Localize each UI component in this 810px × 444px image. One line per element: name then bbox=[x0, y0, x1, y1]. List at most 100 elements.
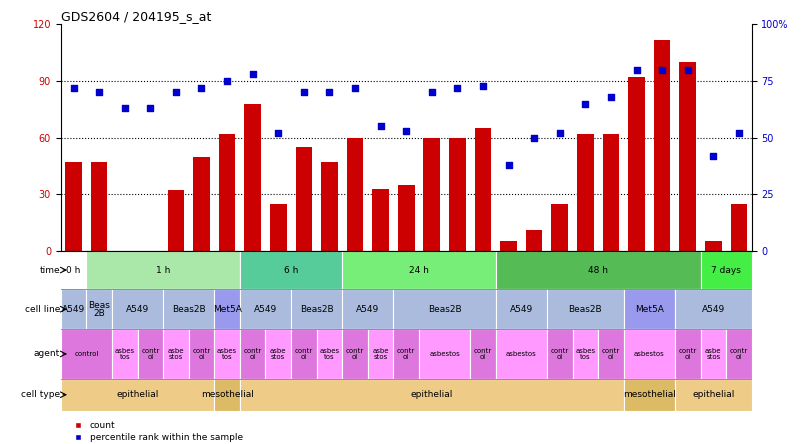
Bar bbox=[394, 329, 419, 379]
Point bbox=[67, 84, 80, 91]
Point bbox=[400, 127, 413, 135]
Bar bbox=[215, 379, 240, 411]
Bar bbox=[138, 329, 163, 379]
Text: contr
ol: contr ol bbox=[551, 348, 569, 360]
Bar bbox=[419, 329, 470, 379]
Bar bbox=[112, 289, 163, 329]
Text: A549: A549 bbox=[254, 305, 277, 314]
Text: mesothelial: mesothelial bbox=[623, 390, 676, 399]
Bar bbox=[475, 128, 492, 251]
Bar bbox=[675, 329, 701, 379]
Point bbox=[707, 152, 720, 159]
Bar bbox=[496, 289, 547, 329]
Text: contr
ol: contr ol bbox=[346, 348, 364, 360]
Text: epithelial: epithelial bbox=[411, 390, 453, 399]
Bar bbox=[603, 134, 620, 251]
Bar bbox=[343, 329, 368, 379]
Point bbox=[144, 105, 157, 112]
Point bbox=[220, 78, 233, 85]
Bar bbox=[240, 251, 343, 289]
Text: asbes
tos: asbes tos bbox=[575, 348, 595, 360]
Text: A549: A549 bbox=[62, 305, 85, 314]
Point bbox=[425, 89, 438, 96]
Bar bbox=[240, 329, 266, 379]
Text: asbe
stos: asbe stos bbox=[373, 348, 389, 360]
Bar bbox=[496, 329, 547, 379]
Text: control: control bbox=[75, 351, 99, 357]
Bar bbox=[394, 289, 496, 329]
Point bbox=[527, 134, 540, 141]
Point bbox=[169, 89, 182, 96]
Text: 6 h: 6 h bbox=[284, 266, 298, 274]
Text: contr
ol: contr ol bbox=[474, 348, 492, 360]
Bar bbox=[501, 242, 517, 251]
Point bbox=[655, 66, 668, 73]
Text: contr
ol: contr ol bbox=[730, 348, 748, 360]
Bar bbox=[373, 189, 389, 251]
Bar bbox=[189, 329, 215, 379]
Text: asbestos: asbestos bbox=[634, 351, 665, 357]
Text: agent: agent bbox=[34, 349, 60, 358]
Point bbox=[195, 84, 208, 91]
Bar bbox=[61, 251, 87, 289]
Bar bbox=[470, 329, 496, 379]
Text: A549: A549 bbox=[509, 305, 533, 314]
Bar bbox=[61, 379, 215, 411]
Bar bbox=[240, 379, 624, 411]
Text: mesothelial: mesothelial bbox=[201, 390, 254, 399]
Point bbox=[118, 105, 131, 112]
Bar bbox=[552, 204, 568, 251]
Point bbox=[272, 130, 285, 137]
Point bbox=[374, 123, 387, 130]
Bar bbox=[424, 138, 440, 251]
Bar bbox=[66, 162, 82, 251]
Bar bbox=[163, 329, 189, 379]
Bar bbox=[675, 289, 752, 329]
Bar bbox=[731, 204, 747, 251]
Bar bbox=[449, 138, 466, 251]
Text: epithelial: epithelial bbox=[117, 390, 159, 399]
Text: contr
ol: contr ol bbox=[602, 348, 620, 360]
Text: epithelial: epithelial bbox=[692, 390, 735, 399]
Text: 48 h: 48 h bbox=[588, 266, 608, 274]
Text: asbe
stos: asbe stos bbox=[705, 348, 722, 360]
Text: Beas2B: Beas2B bbox=[300, 305, 334, 314]
Text: asbe
stos: asbe stos bbox=[168, 348, 184, 360]
Text: Met5A: Met5A bbox=[213, 305, 241, 314]
Bar bbox=[317, 329, 343, 379]
Bar bbox=[215, 329, 240, 379]
Text: contr
ol: contr ol bbox=[192, 348, 211, 360]
Point bbox=[604, 93, 617, 100]
Text: Beas2B: Beas2B bbox=[428, 305, 462, 314]
Bar bbox=[675, 379, 752, 411]
Bar bbox=[245, 104, 261, 251]
Point bbox=[323, 89, 336, 96]
Bar bbox=[526, 230, 543, 251]
Text: contr
ol: contr ol bbox=[244, 348, 262, 360]
Text: 7 days: 7 days bbox=[711, 266, 741, 274]
Text: GDS2604 / 204195_s_at: GDS2604 / 204195_s_at bbox=[61, 10, 211, 23]
Text: 1 h: 1 h bbox=[156, 266, 170, 274]
Bar bbox=[343, 251, 496, 289]
Text: Met5A: Met5A bbox=[635, 305, 663, 314]
Bar bbox=[624, 329, 675, 379]
Bar bbox=[368, 329, 394, 379]
Bar bbox=[321, 162, 338, 251]
Bar bbox=[296, 147, 312, 251]
Bar bbox=[112, 329, 138, 379]
Text: A549: A549 bbox=[356, 305, 379, 314]
Text: asbes
tos: asbes tos bbox=[217, 348, 237, 360]
Text: asbes
tos: asbes tos bbox=[319, 348, 339, 360]
Bar bbox=[701, 329, 726, 379]
Text: contr
ol: contr ol bbox=[397, 348, 416, 360]
Point bbox=[246, 71, 259, 78]
Bar bbox=[547, 289, 624, 329]
Bar bbox=[193, 157, 210, 251]
Text: asbestos: asbestos bbox=[506, 351, 537, 357]
Text: Beas2B: Beas2B bbox=[569, 305, 602, 314]
Point bbox=[502, 161, 515, 168]
Text: cell type: cell type bbox=[21, 390, 60, 399]
Bar bbox=[91, 162, 108, 251]
Bar bbox=[624, 289, 675, 329]
Point bbox=[348, 84, 361, 91]
